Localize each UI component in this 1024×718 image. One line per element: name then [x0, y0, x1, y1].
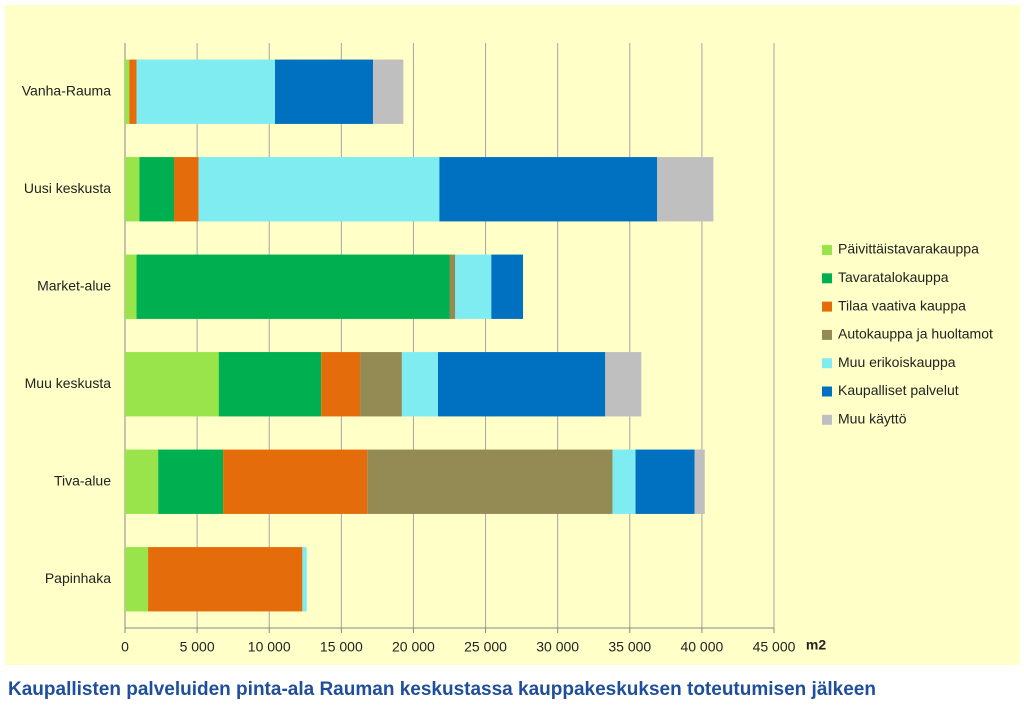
bar-segment: [125, 59, 130, 124]
bar-segment: [136, 59, 275, 124]
legend-label: Kaupalliset palvelut: [838, 382, 959, 398]
bar-segment: [198, 157, 440, 222]
bar-segment: [657, 157, 714, 222]
legend-label: Päivittäistavarakauppa: [838, 241, 979, 257]
x-tick-label: 35 000: [608, 639, 651, 655]
bar-segment: [612, 449, 636, 514]
bar-segment: [125, 449, 159, 514]
bar-segment: [125, 254, 137, 319]
legend-swatch: [822, 386, 832, 397]
x-tick-label: 25 000: [464, 639, 507, 655]
bar-segment: [437, 352, 606, 417]
bar-segment: [449, 254, 456, 319]
y-tick-label: Vanha-Rauma: [22, 82, 111, 98]
chart-title: Kaupallisten palveluiden pinta-ala Rauma…: [8, 679, 876, 700]
x-tick-label: 30 000: [536, 639, 579, 655]
bar-segment: [139, 157, 175, 222]
legend-swatch: [822, 301, 832, 312]
bar-segment: [373, 59, 404, 124]
x-tick-label: 15 000: [320, 639, 363, 655]
legend-label: Muu erikoiskauppa: [838, 354, 956, 370]
bar-segment: [136, 254, 450, 319]
bar-segment: [455, 254, 492, 319]
bar-segment: [635, 449, 695, 514]
legend-label: Tilaa vaativa kauppa: [838, 297, 966, 313]
x-tick-label: 10 000: [248, 639, 291, 655]
x-tick-label: 5 000: [180, 639, 215, 655]
x-tick-label: 45 000: [753, 639, 796, 655]
x-tick-label: 40 000: [680, 639, 723, 655]
legend-swatch: [822, 329, 832, 340]
bar-segment: [605, 352, 642, 417]
x-axis-label: m2: [806, 637, 826, 653]
legend-label: Muu käyttö: [838, 411, 907, 427]
y-tick-label: Tiva-alue: [54, 472, 111, 488]
bar-segment: [401, 352, 438, 417]
bar-segment: [158, 449, 224, 514]
y-tick-label: Muu keskusta: [25, 375, 112, 391]
y-tick-label: Uusi keskusta: [24, 180, 111, 196]
x-tick-label: 20 000: [392, 639, 435, 655]
bar-segment: [129, 59, 137, 124]
bar-segment: [367, 449, 613, 514]
bar-segment: [223, 449, 368, 514]
bar-segment: [174, 157, 199, 222]
bar-segment: [218, 352, 322, 417]
bar-segment: [274, 59, 374, 124]
y-tick-label: Papinhaka: [45, 570, 111, 586]
legend-swatch: [822, 245, 832, 255]
legend-label: Autokauppa ja huoltamot: [838, 326, 993, 342]
legend-swatch: [822, 358, 832, 369]
bar-segment: [321, 352, 361, 417]
bar-segment: [439, 157, 658, 222]
bar-segment: [360, 352, 402, 417]
legend-label: Tavaratalokauppa: [838, 269, 949, 285]
bar-segment: [694, 449, 705, 514]
bar-segment: [491, 254, 524, 319]
y-tick-label: Market-alue: [37, 277, 111, 293]
bar-segment: [125, 157, 140, 222]
bar-segment: [125, 352, 219, 417]
bar-segment: [125, 547, 149, 612]
bar-segment: [302, 547, 307, 612]
legend-swatch: [822, 414, 832, 425]
legend-swatch: [822, 273, 832, 284]
x-tick-label: 0: [121, 639, 129, 655]
bar-segment: [148, 547, 303, 612]
